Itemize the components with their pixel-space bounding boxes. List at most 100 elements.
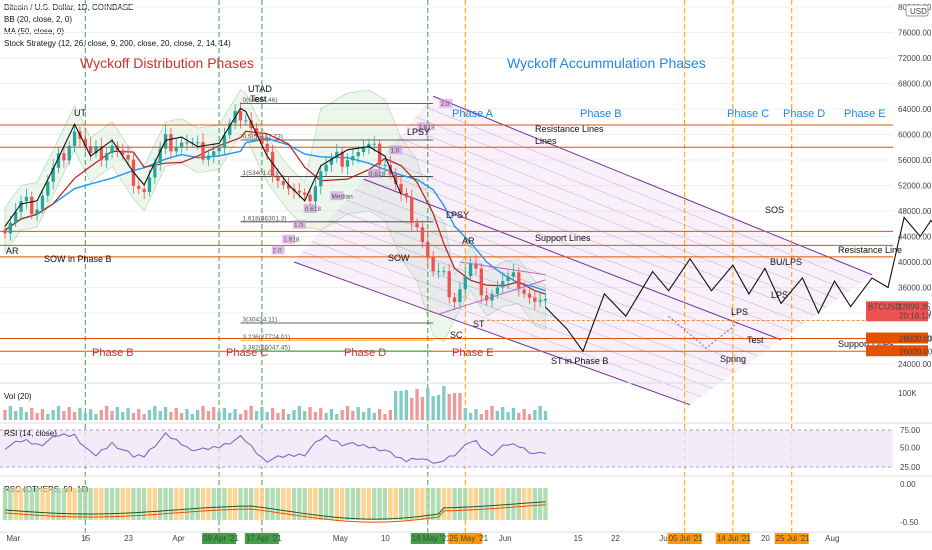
rsc-bar [93,488,99,520]
volume-bar [410,398,414,420]
candle-body [372,143,376,145]
volume-bar [319,408,323,420]
event-label: SOW [388,253,410,263]
candle-body [254,128,259,137]
rsc-bar [372,488,377,520]
volume-bar [265,412,269,420]
volume-bar [361,412,366,420]
rsc-bar [452,488,457,520]
time-tick: 23 [124,534,133,543]
volume-bar [426,388,430,420]
rsc-bar [2,488,8,520]
price-tick: 24000.00 [898,360,932,369]
rsc-bar [345,488,350,520]
channel-label: 0.618 [305,206,322,213]
channel-tag [439,98,453,108]
annotations: 2.01.6181.00.618Median0.6181.01.6182.0Wy… [4,55,932,366]
candle-body [217,147,221,152]
event-label: LPSY [446,210,469,220]
candle-body [212,151,216,156]
currency-badge-box[interactable] [905,4,929,17]
volume-bar [72,412,77,420]
pitchfork-line [363,178,782,341]
price-tick: 76000.00 [898,29,932,38]
time-tick: 20 [761,534,770,543]
volume-bar [201,406,205,420]
rsc-bar [163,488,168,520]
candle-body [238,111,243,121]
candle-body [495,287,500,295]
fib-label: 3.382(26047.45) [242,344,290,351]
trend-line [438,279,546,315]
candle-body [56,153,61,168]
rsc-bar [479,488,484,520]
volume-bar [217,412,221,420]
channel-tag [389,145,403,155]
volume-bar [121,412,125,420]
candle-body [281,180,285,185]
volume-bar [228,413,232,420]
candle-body [420,227,425,242]
volume-bar [142,414,146,420]
rsc-bar [329,488,334,520]
price-tick: 52000.00 [898,182,932,191]
rsc-bar [243,488,248,520]
candle-body [14,211,18,223]
rsc-bar [152,488,158,520]
volume-bar [30,408,34,420]
volume-bar [367,408,371,420]
volume-bar [99,410,103,420]
candle-body [110,145,114,154]
phase-label: Phase A [452,108,494,120]
rsc-bar [195,488,200,520]
volume-bar [479,414,483,420]
rsc-bar [313,488,318,520]
volume-bar [329,409,334,420]
candle-body [485,295,489,301]
rsc-bar [104,488,109,520]
rsc-bar [361,488,366,520]
currency-badge[interactable]: USD [910,7,927,16]
date-tag: 25 May '21 [449,534,488,543]
rsc-bar [24,488,29,520]
candle-body [361,147,366,153]
channel-label: 0.618 [369,171,386,178]
candle-body [265,143,269,152]
volume-bar [163,407,168,420]
date-tag: 09 Apr '21 [203,534,239,543]
rsc-tick: 0.00 [900,480,916,489]
price-tick: 36000.00 [898,284,932,293]
candle-body [158,148,162,164]
candle-body [356,152,360,157]
rsc-bar [409,488,414,520]
volume-bar [67,407,71,420]
rsc-bar [323,488,329,520]
candle-body [511,272,516,277]
trend-line [459,261,546,276]
volume-bar [190,414,194,420]
volume-bar [474,409,478,420]
date-tag: 17 Apr '21 [246,534,282,543]
rsc-bar [147,488,152,520]
rsc-bar [291,488,297,520]
candle-body [147,177,152,193]
rsc-bar [297,488,302,520]
event-label: Test [250,94,267,104]
volume-bar [110,411,114,420]
rsc-bar [538,488,543,520]
price-tick: 64000.00 [898,105,932,114]
channel-label: 2.0 [441,101,450,108]
rsc-bar [388,488,393,520]
volume-bar [14,411,18,420]
rsc-bar [489,488,495,520]
rsc-bar [270,488,275,520]
rsc-bar [366,488,372,520]
phase-label: Phase C [226,347,268,359]
time-tick: May [333,534,348,543]
pitchfork-line [424,106,861,284]
event-label: AR [462,236,475,246]
candle-body [447,271,451,298]
rsc-bar [13,488,18,520]
volume-bar [511,408,516,420]
time-tick: Apr [172,534,185,543]
